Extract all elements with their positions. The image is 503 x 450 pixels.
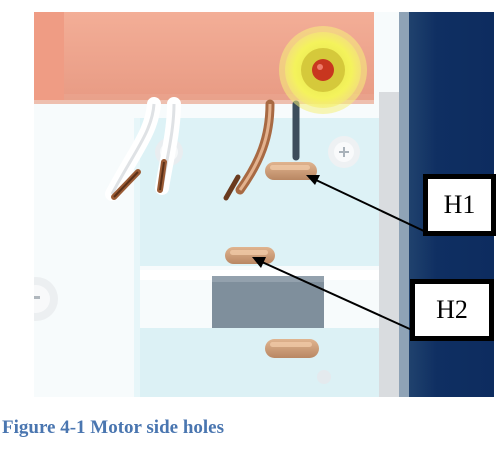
callout-h2-label: H2 xyxy=(436,295,468,324)
arrow-h2 xyxy=(252,257,413,331)
callout-h2: H2 xyxy=(410,279,494,341)
figure-caption: Figure 4-1 Motor side holes xyxy=(2,417,224,438)
arrow-h1 xyxy=(306,175,427,233)
motor-photo xyxy=(34,12,494,397)
hole-h2 xyxy=(225,247,275,264)
callout-h1-label: H1 xyxy=(443,190,476,219)
hole-lower xyxy=(265,339,319,358)
hole-h1 xyxy=(265,162,317,180)
callout-h1: H1 xyxy=(423,174,496,236)
